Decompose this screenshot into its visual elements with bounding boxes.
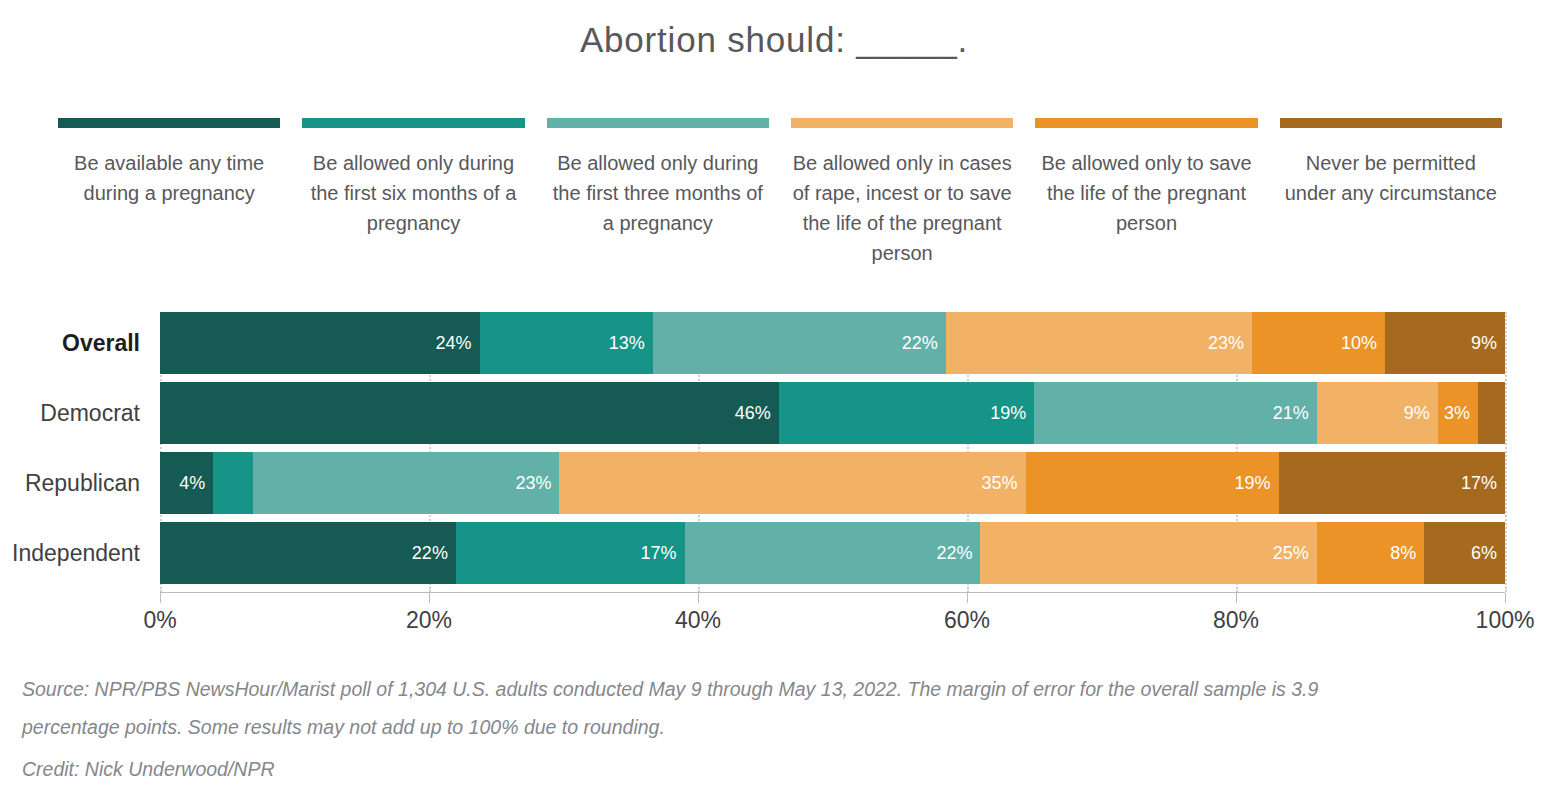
axis-tick: [429, 593, 430, 603]
bar-segment: 19%: [779, 382, 1035, 444]
stacked-bar-chart: OverallDemocratRepublicanIndependent 24%…: [0, 312, 1548, 638]
bar-segment: 21%: [1034, 382, 1316, 444]
poll-chart-page: Abortion should: _____. Be available any…: [0, 20, 1548, 795]
bar-segment: 8%: [1317, 522, 1425, 584]
gridline: [1505, 312, 1507, 592]
plot-area: 24%13%22%23%10%9%46%19%21%9%3%4%23%35%19…: [160, 312, 1505, 638]
legend-item-label: Never be permitted under any circumstanc…: [1280, 148, 1502, 208]
legend-item: Be allowed only during the first six mon…: [302, 118, 524, 268]
bar-segment: 9%: [1317, 382, 1438, 444]
bar-row: 46%19%21%9%3%: [160, 382, 1505, 444]
axis-tick: [1505, 593, 1506, 603]
legend-item: Never be permitted under any circumstanc…: [1280, 118, 1502, 268]
axis-tick: [160, 593, 161, 603]
axis-tick-label: 20%: [406, 607, 452, 634]
legend-swatch: [302, 118, 524, 128]
bar-row: 24%13%22%23%10%9%: [160, 312, 1505, 374]
legend-swatch: [791, 118, 1013, 128]
bar-row: 4% 23%35%19%17%: [160, 452, 1505, 514]
bar-segment: 25%: [980, 522, 1316, 584]
legend-item-label: Be allowed only during the first three m…: [547, 148, 769, 238]
category-labels: OverallDemocratRepublicanIndependent: [0, 312, 160, 638]
legend-swatch: [58, 118, 280, 128]
row-label: Republican: [0, 452, 160, 522]
bar-segment: 24%: [160, 312, 480, 374]
bar-segment: [213, 452, 253, 514]
axis-tick-label: 60%: [944, 607, 990, 634]
axis-tick-label: 40%: [675, 607, 721, 634]
legend-swatch: [547, 118, 769, 128]
bar-segment: 23%: [946, 312, 1252, 374]
legend-item: Be allowed only to save the life of the …: [1035, 118, 1257, 268]
bar-segment: 9%: [1385, 312, 1505, 374]
bar-segment: 3%: [1438, 382, 1478, 444]
bar-segment: 17%: [456, 522, 685, 584]
row-label: Independent: [0, 522, 160, 592]
source-text-line-2: percentage points. Some results may not …: [22, 708, 1524, 746]
legend-item-label: Be allowed only in cases of rape, incest…: [791, 148, 1013, 268]
row-label: Democrat: [0, 382, 160, 452]
credit-text: Credit: Nick Underwood/NPR: [22, 750, 1524, 788]
axis-tick-label: 80%: [1213, 607, 1259, 634]
source-text-line-1: Source: NPR/PBS NewsHour/Marist poll of …: [22, 670, 1524, 708]
bar-segment: 13%: [480, 312, 653, 374]
bar-segment: 22%: [160, 522, 456, 584]
axis-tick-label: 100%: [1476, 607, 1535, 634]
legend-item-label: Be available any time during a pregnancy: [58, 148, 280, 208]
row-label: Overall: [0, 312, 160, 382]
legend-item: Be allowed only during the first three m…: [547, 118, 769, 268]
bar-segment: 22%: [653, 312, 946, 374]
bar-segment: 22%: [685, 522, 981, 584]
bar-segment: 4%: [160, 452, 213, 514]
bar-segment: 19%: [1026, 452, 1279, 514]
legend-item: Be allowed only in cases of rape, incest…: [791, 118, 1013, 268]
legend-item: Be available any time during a pregnancy: [58, 118, 280, 268]
bar-segment: 17%: [1279, 452, 1505, 514]
bar-segment: 10%: [1252, 312, 1385, 374]
legend-item-label: Be allowed only to save the life of the …: [1035, 148, 1257, 238]
legend-swatch: [1280, 118, 1502, 128]
bar-segment: 46%: [160, 382, 779, 444]
legend-swatch: [1035, 118, 1257, 128]
axis-tick-label: 0%: [143, 607, 176, 634]
legend: Be available any time during a pregnancy…: [58, 118, 1502, 268]
bar-segment: 23%: [253, 452, 559, 514]
x-axis: 0%20%40%60%80%100%: [160, 592, 1505, 638]
legend-item-label: Be allowed only during the first six mon…: [302, 148, 524, 238]
axis-tick: [698, 593, 699, 603]
bar-segment: 35%: [559, 452, 1025, 514]
bar-segment: 6%: [1424, 522, 1505, 584]
footer: Source: NPR/PBS NewsHour/Marist poll of …: [22, 670, 1524, 788]
axis-tick: [1236, 593, 1237, 603]
bar-row: 22%17%22%25%8%6%: [160, 522, 1505, 584]
bar-segment: [1478, 382, 1505, 444]
axis-tick: [967, 593, 968, 603]
chart-title: Abortion should: _____.: [0, 20, 1548, 60]
